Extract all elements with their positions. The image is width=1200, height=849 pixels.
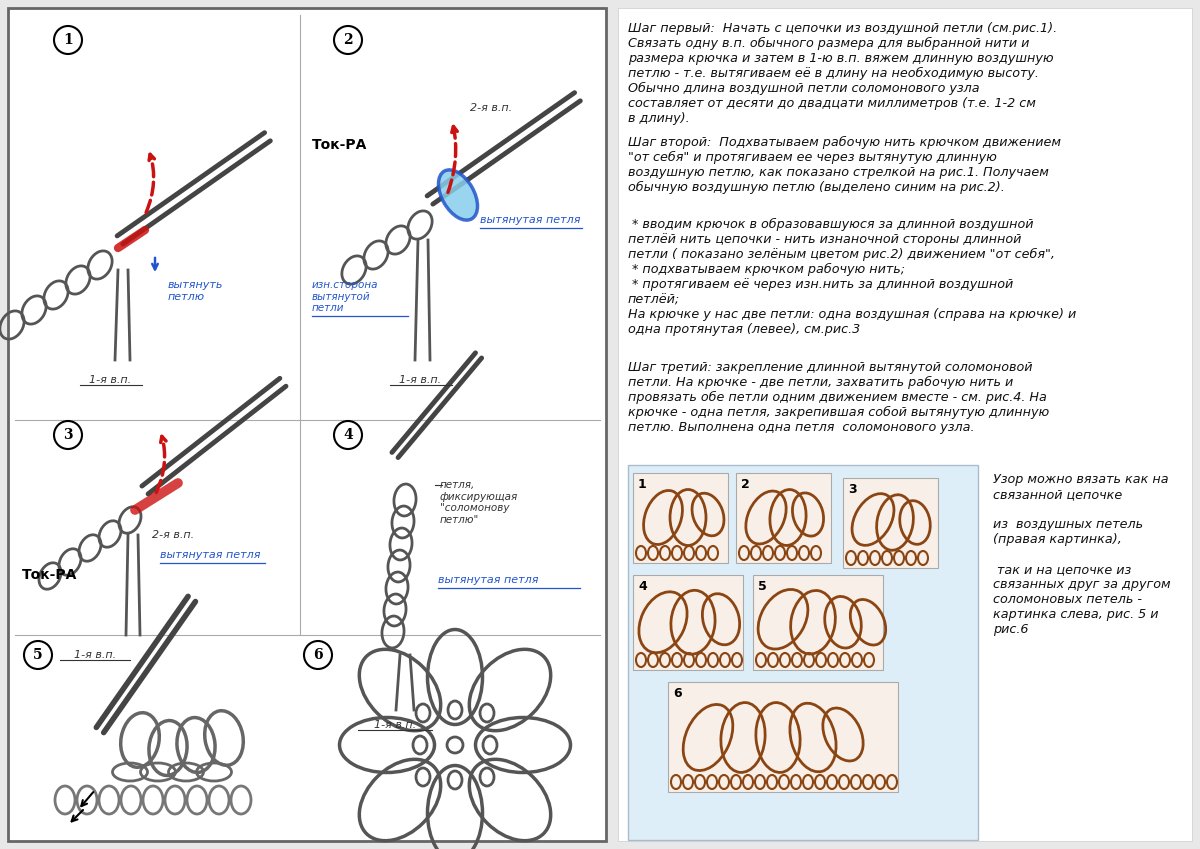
Circle shape — [54, 421, 82, 449]
Bar — [668, 682, 898, 792]
Text: 2: 2 — [742, 478, 750, 491]
Text: изн.сторона
вытянутой
петли: изн.сторона вытянутой петли — [312, 280, 378, 313]
Text: вытянуть
петлю: вытянуть петлю — [168, 280, 223, 301]
Text: Шаг третий: закрепление длинной вытянутой соломоновой
петли. На крючке - две пет: Шаг третий: закрепление длинной вытянуто… — [628, 361, 1049, 434]
Text: * вводим крючок в образовавшуюся за длинной воздушной
петлёй нить цепочки - нить: * вводим крючок в образовавшуюся за длин… — [628, 218, 1076, 336]
Text: 5: 5 — [758, 580, 767, 593]
Text: вытянутая петля: вытянутая петля — [438, 575, 539, 585]
Circle shape — [334, 26, 362, 54]
Text: 1: 1 — [638, 478, 647, 491]
Text: 6: 6 — [673, 687, 682, 700]
Text: 2-я в.п.: 2-я в.п. — [152, 530, 194, 540]
Text: Шаг первый:  Начать с цепочки из воздушной петли (см.рис.1).
Связать одну в.п. о: Шаг первый: Начать с цепочки из воздушно… — [628, 22, 1057, 126]
Text: 1-я в.п.: 1-я в.п. — [398, 375, 442, 385]
Text: 1-я в.п.: 1-я в.п. — [374, 720, 416, 730]
Text: 2: 2 — [343, 33, 353, 47]
Text: 1: 1 — [64, 33, 73, 47]
Text: 1-я в.п.: 1-я в.п. — [89, 375, 131, 385]
Text: петля,
фиксирующая
"соломонову
петлю": петля, фиксирующая "соломонову петлю" — [440, 480, 518, 525]
Ellipse shape — [438, 170, 478, 220]
Text: Шаг второй:  Подхватываем рабочую нить крючком движением
"от себя" и протягиваем: Шаг второй: Подхватываем рабочую нить кр… — [628, 136, 1061, 194]
Circle shape — [24, 641, 52, 669]
Text: 4: 4 — [343, 428, 353, 442]
Text: Узор можно вязать как на
связанной цепочке

из  воздушных петель
(правая картинк: Узор можно вязать как на связанной цепоч… — [994, 473, 1171, 636]
Circle shape — [54, 26, 82, 54]
Text: 5: 5 — [34, 648, 43, 662]
Text: 3: 3 — [848, 483, 857, 496]
Bar — [618, 8, 1192, 841]
Text: вытянутая петля: вытянутая петля — [160, 550, 260, 560]
Text: 2-я в.п.: 2-я в.п. — [470, 103, 512, 113]
Text: Ток-РА: Ток-РА — [22, 568, 77, 582]
Text: 1-я в.п.: 1-я в.п. — [74, 650, 116, 660]
Text: 3: 3 — [64, 428, 73, 442]
Bar — [754, 575, 883, 670]
Bar — [736, 473, 830, 563]
Bar — [634, 575, 743, 670]
Circle shape — [304, 641, 332, 669]
Text: вытянутая петля: вытянутая петля — [480, 215, 581, 225]
Circle shape — [334, 421, 362, 449]
Bar — [634, 473, 728, 563]
Bar — [628, 465, 978, 840]
Bar — [8, 8, 606, 841]
Text: Ток-РА: Ток-РА — [312, 138, 367, 152]
Text: 4: 4 — [638, 580, 647, 593]
Bar — [842, 478, 938, 568]
Text: 6: 6 — [313, 648, 323, 662]
